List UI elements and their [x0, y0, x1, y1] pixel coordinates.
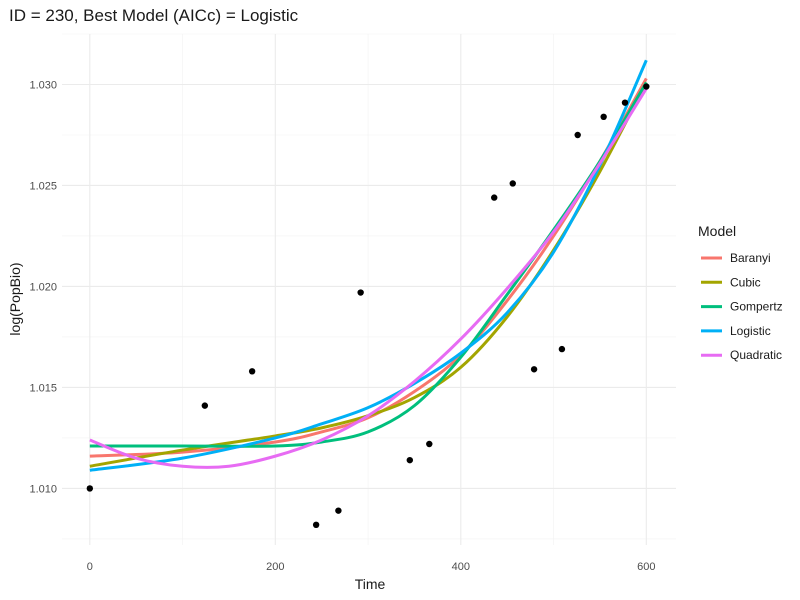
data-point — [574, 131, 581, 139]
data-point — [426, 440, 433, 448]
chart-title: ID = 230, Best Model (AICc) = Logistic — [9, 6, 299, 25]
legend-label-quadratic: Quadratic — [730, 348, 782, 362]
data-point — [643, 83, 650, 90]
legend-label-baranyi: Baranyi — [730, 251, 771, 265]
x-tick-label: 200 — [266, 561, 284, 573]
x-tick-label: 0 — [87, 561, 93, 573]
legend-title: Model — [698, 223, 736, 239]
data-point — [357, 289, 364, 296]
series-line-logistic — [89, 59, 648, 472]
legend: Model Baranyi Cubic Gompertz Logistic Quadra… — [698, 223, 783, 362]
x-tick-label: 600 — [637, 561, 655, 573]
legend-label-logistic: Logistic — [730, 324, 771, 338]
grid-lines — [62, 33, 676, 545]
model-curves — [89, 59, 648, 472]
data-point — [312, 521, 320, 529]
y-tick-label: 1.020 — [29, 281, 57, 293]
x-tick-label: 400 — [452, 561, 470, 573]
data-point — [406, 456, 414, 464]
x-axis-ticks: 0 200 400 600 — [87, 561, 656, 573]
y-tick-label: 1.015 — [29, 382, 57, 394]
data-point — [509, 180, 516, 187]
data-point — [335, 507, 342, 514]
data-point — [201, 402, 209, 409]
y-tick-label: 1.025 — [29, 180, 57, 192]
legend-label-cubic: Cubic — [730, 275, 761, 289]
data-point — [558, 345, 566, 353]
data-point — [248, 368, 256, 375]
data-point — [600, 113, 607, 121]
y-tick-label: 1.030 — [29, 79, 57, 91]
series-line-quadratic — [89, 87, 648, 469]
y-tick-label: 1.010 — [29, 483, 57, 495]
data-point — [530, 366, 538, 373]
legend-label-gompertz: Gompertz — [730, 300, 783, 314]
data-point — [86, 485, 94, 492]
y-axis-title: log(PopBio) — [7, 262, 23, 335]
observed-points — [86, 83, 650, 529]
y-axis-ticks: 1.010 1.015 1.020 1.025 1.030 — [29, 79, 57, 495]
data-point — [621, 99, 629, 106]
x-axis-title: Time — [355, 576, 386, 592]
data-point — [491, 194, 498, 201]
